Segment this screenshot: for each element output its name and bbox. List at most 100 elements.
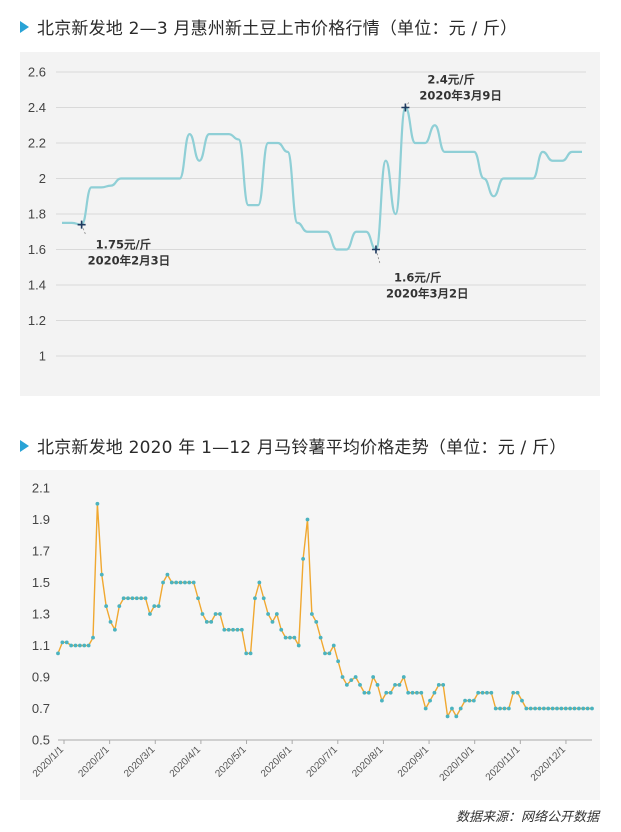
chart2-data-point [99,572,104,577]
annotation-leader [375,249,381,264]
chart2-y-tick-label: 1.3 [32,607,50,622]
chart2-x-tick-label: 2020/4/1 [168,744,204,780]
chart2-data-point [362,690,367,695]
annotation-price: 1.75元/斤 [96,238,152,252]
chart2-data-point [196,596,200,601]
chart2-data-point [248,651,253,656]
play-triangle-icon [20,440,29,452]
chart2-data-point [183,580,187,585]
chart2-data-point [344,682,349,687]
chart2-data-point [239,627,244,632]
chart2-data-point [572,706,577,711]
chart2-data-point [318,635,323,640]
chart2-data-point [511,690,516,695]
chart2-data-point [546,706,551,711]
chart2-data-point [143,596,148,601]
chart2-data-point [108,619,113,624]
chart2-data-point [204,619,209,624]
chart2-data-point [327,651,332,656]
chart2-data-point [274,612,279,616]
annotation-point-marker [77,220,86,229]
chart2-data-point [528,706,533,711]
annotation-price: 2.4元/斤 [427,73,475,87]
chart2-data-point [222,627,227,632]
chart2-data-point [550,706,555,711]
chart2-data-point [410,690,415,695]
chart2-data-point [314,619,319,624]
chart2-data-point [476,690,481,695]
chart1-y-tick-label: 2.4 [28,100,46,115]
annotation-point-marker [401,103,410,112]
chart2-data-point [200,612,205,616]
chart1-title: 北京新发地 2—3 月惠州新土豆上市价格行情（单位：元 / 斤） [20,14,517,39]
chart2-data-point [266,612,270,616]
chart2-data-point [467,698,472,703]
annotation-date: 2020年3月9日 [419,89,502,103]
chart2-data-point [375,682,380,687]
chart2-data-point [336,659,341,664]
chart2-data-point [169,580,174,585]
chart2-data-point [463,698,467,703]
chart2-data-point [292,635,297,640]
chart2-data-point [397,682,402,687]
chart2-series-line [57,503,592,719]
chart2-data-point [257,580,262,585]
chart2-data-point [480,690,485,695]
chart2-data-point [445,714,450,719]
chart2-data-point [261,596,266,601]
chart2-x-tick-label: 2020/12/1 [529,744,569,784]
chart2-data-point [585,706,590,711]
chart2-x-tick-label: 2020/5/1 [213,744,249,780]
chart2-data-point [450,706,454,711]
chart2-data-point [555,706,559,711]
chart2-y-tick-label: 1.7 [32,544,50,559]
chart2-data-point [95,501,100,506]
chart2-data-point [576,706,581,711]
chart2-data-point [406,690,411,695]
chart1-y-tick-label: 2 [39,171,46,186]
chart2-data-point [130,596,135,601]
chart2-data-point [563,706,568,711]
chart2-data-point [393,682,397,687]
chart2-data-point [288,635,292,640]
chart2-data-point [231,627,235,632]
chart2-data-point [581,706,586,711]
chart2-data-point [86,643,91,648]
chart2-data-point [126,596,130,601]
chart2-data-point [77,643,82,648]
chart2-data-point [331,643,336,648]
chart2-data-point [139,596,144,601]
chart2-x-tick-label: 2020/7/1 [305,744,341,780]
chart2-x-tick-label: 2020/9/1 [396,744,432,780]
chart2-x-tick-label: 2020/10/1 [438,744,478,784]
chart2-data-point [309,612,314,616]
chart2-data-point [353,675,358,679]
chart2-data-point [502,706,507,711]
chart2-data-point [270,619,275,624]
chart2-data-point [559,706,564,711]
chart2-data-point [174,580,179,585]
chart2-x-tick-label: 2020/11/1 [484,744,523,783]
chart2-y-tick-label: 1.5 [32,575,50,590]
chart2-data-point [323,651,327,656]
chart2-data-point [537,706,542,711]
chart2-y-tick-label: 0.9 [32,670,50,685]
chart2-data-point [568,706,573,711]
chart2-data-point [69,643,74,648]
annotation-price: 1.6元/斤 [394,271,442,285]
chart2-data-point [178,580,183,585]
chart2-data-point [388,690,393,695]
chart1-y-tick-label: 2.2 [28,136,46,151]
chart2-y-tick-label: 0.5 [32,733,50,748]
chart1-y-tick-label: 1.2 [28,313,46,328]
chart2-data-point [148,612,152,616]
chart2-data-point [152,604,157,609]
chart2-data-point [253,596,257,601]
chart2-data-point [441,682,446,687]
chart1-svg: 2.6 2.4 2.2 2 1.8 1.6 1.4 1.2 1 1.75元/斤 2020年2月3日 1… [28,65,586,364]
chart2-data-point [104,604,109,609]
chart2-data-point [91,635,95,640]
chart2-data-point [56,651,60,656]
chart2-data-point [296,643,301,648]
